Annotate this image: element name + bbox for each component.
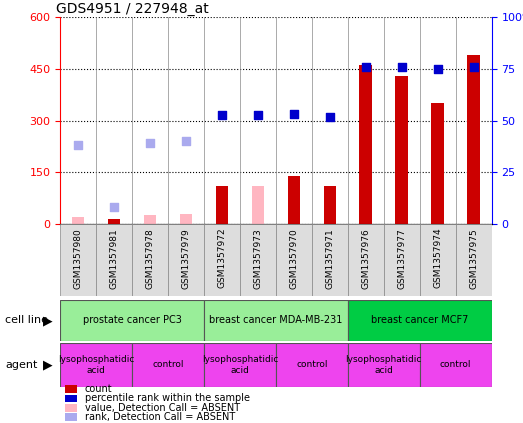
Text: control: control	[152, 360, 184, 369]
Bar	[419, 224, 456, 296]
Text: GSM1357971: GSM1357971	[325, 228, 334, 288]
Bar	[456, 224, 492, 296]
Bar	[348, 300, 492, 341]
Bar	[312, 224, 348, 296]
Bar	[72, 217, 84, 224]
Text: GSM1357973: GSM1357973	[254, 228, 263, 288]
Bar	[240, 224, 276, 296]
Text: GSM1357970: GSM1357970	[289, 228, 298, 288]
Bar	[132, 343, 204, 387]
Text: control: control	[296, 360, 327, 369]
Bar	[348, 343, 419, 387]
Bar	[468, 55, 480, 224]
Bar	[60, 343, 132, 387]
Text: GSM1357980: GSM1357980	[74, 228, 83, 288]
Bar	[204, 343, 276, 387]
Bar	[252, 186, 264, 224]
Point	[74, 141, 82, 148]
Bar	[419, 343, 492, 387]
Bar	[108, 219, 120, 224]
Text: count: count	[85, 384, 112, 394]
Text: GDS4951 / 227948_at: GDS4951 / 227948_at	[56, 2, 209, 16]
Text: lysophosphatidic
acid: lysophosphatidic acid	[202, 355, 278, 374]
Bar	[384, 224, 419, 296]
Text: rank, Detection Call = ABSENT: rank, Detection Call = ABSENT	[85, 412, 235, 422]
Text: agent: agent	[5, 360, 38, 370]
Bar	[204, 224, 240, 296]
Point	[470, 63, 478, 70]
Text: lysophosphatidic
acid: lysophosphatidic acid	[58, 355, 134, 374]
Bar	[276, 224, 312, 296]
Text: cell line: cell line	[5, 316, 48, 325]
Text: GSM1357974: GSM1357974	[433, 228, 442, 288]
Text: prostate cancer PC3: prostate cancer PC3	[83, 316, 181, 325]
Point	[182, 138, 190, 145]
Point	[146, 140, 154, 146]
Text: GSM1357972: GSM1357972	[218, 228, 226, 288]
Bar	[276, 343, 348, 387]
Bar	[60, 224, 96, 296]
Text: GSM1357977: GSM1357977	[397, 228, 406, 288]
Bar	[348, 224, 384, 296]
Bar	[204, 300, 348, 341]
Bar	[324, 186, 336, 224]
Text: GSM1357975: GSM1357975	[469, 228, 478, 288]
Point	[254, 112, 262, 119]
Point	[434, 66, 442, 72]
Bar	[359, 65, 372, 224]
Point	[290, 110, 298, 117]
Text: value, Detection Call = ABSENT: value, Detection Call = ABSENT	[85, 403, 240, 413]
Text: GSM1357976: GSM1357976	[361, 228, 370, 288]
Bar	[180, 214, 192, 224]
Point	[361, 63, 370, 70]
Bar	[132, 224, 168, 296]
Bar	[431, 103, 444, 224]
Text: GSM1357978: GSM1357978	[145, 228, 154, 288]
Bar	[144, 214, 156, 224]
Bar	[168, 224, 204, 296]
Text: ▶: ▶	[43, 358, 52, 371]
Bar	[288, 176, 300, 224]
Text: breast cancer MCF7: breast cancer MCF7	[371, 316, 469, 325]
Point	[110, 203, 118, 210]
Text: lysophosphatidic
acid: lysophosphatidic acid	[346, 355, 422, 374]
Text: breast cancer MDA-MB-231: breast cancer MDA-MB-231	[209, 316, 343, 325]
Point	[218, 112, 226, 119]
Bar	[395, 76, 408, 224]
Bar	[96, 224, 132, 296]
Point	[326, 114, 334, 121]
Bar	[60, 300, 204, 341]
Text: percentile rank within the sample: percentile rank within the sample	[85, 393, 249, 404]
Text: GSM1357981: GSM1357981	[110, 228, 119, 288]
Text: control: control	[440, 360, 471, 369]
Bar	[215, 186, 228, 224]
Text: GSM1357979: GSM1357979	[181, 228, 190, 288]
Text: ▶: ▶	[43, 314, 52, 327]
Point	[397, 63, 406, 70]
